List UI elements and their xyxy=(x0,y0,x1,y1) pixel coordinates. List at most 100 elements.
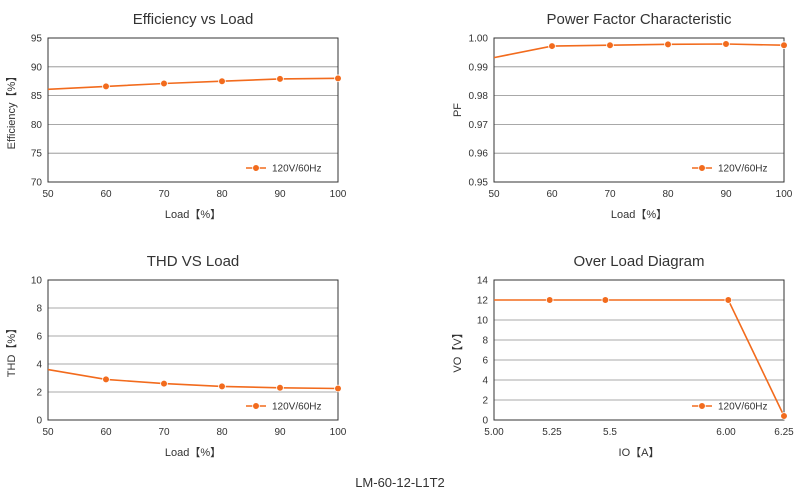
chart-4-ylabel: VO【V】 xyxy=(451,327,464,372)
chart-2-series-line xyxy=(493,43,785,59)
chart-1-ytick-label: 95 xyxy=(31,34,43,45)
chart-2-xtick-label: 90 xyxy=(720,189,732,200)
chart-4-ytick-label: 12 xyxy=(477,296,489,307)
chart-2-data-point xyxy=(664,40,672,49)
chart-4-legend-label: 120V/60Hz xyxy=(718,402,767,413)
chart-3-xtick-label: 60 xyxy=(100,427,112,438)
chart-3-ytick-label: 2 xyxy=(36,388,42,399)
chart-3-ytick-label: 4 xyxy=(36,360,42,371)
chart-4-ytick-label: 14 xyxy=(477,276,489,287)
chart-2-ytick-label: 0.95 xyxy=(469,178,489,189)
chart-1-ytick-label: 80 xyxy=(31,120,43,131)
chart-4-xtick-label: 6.25 xyxy=(774,427,794,438)
chart-4-data-point xyxy=(724,296,733,304)
chart-1-legend-marker xyxy=(252,164,260,172)
chart-4-xtick-label: 5.25 xyxy=(542,427,562,438)
chart-4-xtick-label: 5.00 xyxy=(484,427,504,438)
chart-1-xlabel: Load【%】 xyxy=(165,208,221,221)
chart-3-plot-frame xyxy=(47,279,339,421)
chart-3: 0 2 4 6 8 10 50 60 70 80 90 100 THD VS Load Load【%】 TH… xyxy=(5,253,347,459)
chart-3-series-line xyxy=(47,368,339,390)
chart-4-ytick-label: 6 xyxy=(482,356,488,367)
chart-2-ylabel: PF xyxy=(452,103,464,117)
chart-2-ytick-label: 0.96 xyxy=(469,149,489,160)
chart-1-ytick-label: 70 xyxy=(31,178,43,189)
chart-4-series-line xyxy=(494,299,785,417)
chart-1-xtick-label: 70 xyxy=(158,189,170,200)
chart-1-data-point xyxy=(160,79,168,88)
chart-1-xtick-label: 50 xyxy=(42,189,54,200)
chart-4-data-point xyxy=(545,296,554,304)
chart-2-xtick-label: 50 xyxy=(488,189,500,200)
chart-2-data-point xyxy=(780,41,788,49)
chart-2-plot-frame xyxy=(493,37,785,183)
chart-1-ytick-label: 85 xyxy=(31,91,43,102)
chart-2-data-point xyxy=(548,42,556,50)
chart-4-title: Over Load Diagram xyxy=(574,253,705,270)
chart-4-xtick-label: 6.00 xyxy=(716,427,736,438)
chart-3-xtick-label: 50 xyxy=(42,427,54,438)
chart-1-ylabel: Efficiency【%】 xyxy=(5,71,18,150)
chart-2-xlabel: Load【%】 xyxy=(611,208,667,221)
chart-2-ytick-label: 0.98 xyxy=(469,91,489,102)
chart-4-data-point xyxy=(780,412,788,420)
chart-1-xtick-label: 90 xyxy=(274,189,286,200)
chart-2-ytick-label: 0.97 xyxy=(469,120,489,131)
chart-1-xtick-label: 60 xyxy=(100,189,112,200)
chart-4-data-point xyxy=(601,296,610,304)
chart-2-ytick-label: 1.00 xyxy=(469,34,489,45)
chart-2-legend-label: 120V/60Hz xyxy=(718,164,767,175)
chart-3-title: THD VS Load xyxy=(147,253,240,270)
chart-3-data-point xyxy=(102,375,110,384)
chart-4-ytick-label: 10 xyxy=(477,316,489,327)
chart-3-ytick-label: 8 xyxy=(36,304,42,315)
chart-1-legend-label: 120V/60Hz xyxy=(272,164,321,175)
chart-4-ytick-label: 0 xyxy=(482,416,488,427)
chart-1-data-point xyxy=(276,75,284,83)
chart-2-xtick-label: 100 xyxy=(776,189,793,200)
chart-3-xtick-label: 90 xyxy=(274,427,286,438)
chart-3-ytick-label: 10 xyxy=(31,276,43,287)
chart-2-legend-marker xyxy=(698,164,706,172)
chart-2-xtick-label: 70 xyxy=(604,189,616,200)
chart-2-data-point xyxy=(722,40,730,48)
chart-1: 70 75 80 85 90 95 50 60 70 80 90 100 Efficiency vs L… xyxy=(5,11,347,221)
chart-2-data-point xyxy=(606,41,614,49)
chart-3-xtick-label: 70 xyxy=(158,427,170,438)
chart-4-xtick-label: 5.5 xyxy=(603,427,617,438)
chart-3-xtick-label: 100 xyxy=(330,427,347,438)
chart-3-xlabel: Load【%】 xyxy=(165,446,221,459)
chart-3-legend-label: 120V/60Hz xyxy=(272,402,321,413)
chart-1-ytick-label: 90 xyxy=(31,62,43,73)
chart-4: 0 2 4 6 8 10 12 14 5.00 5.25 5.5 6.00 6.25 Over Load … xyxy=(451,253,794,459)
chart-2-xtick-label: 60 xyxy=(546,189,558,200)
chart-4-xlabel: IO【A】 xyxy=(619,446,660,459)
chart-3-legend-marker xyxy=(252,402,260,410)
chart-3-data-point xyxy=(160,379,168,388)
chart-3-ylabel: THD【%】 xyxy=(5,323,18,377)
chart-3-ytick-label: 6 xyxy=(36,332,42,343)
chart-3-data-point xyxy=(334,384,342,393)
chart-1-plot-frame xyxy=(47,37,339,183)
chart-1-data-point xyxy=(218,77,226,85)
chart-3-xtick-label: 80 xyxy=(216,427,228,438)
chart-3-data-point xyxy=(276,383,284,392)
chart-1-title: Efficiency vs Load xyxy=(133,11,254,28)
chart-4-plot-frame xyxy=(493,279,785,421)
chart-4-ytick-label: 8 xyxy=(482,336,488,347)
chart-4-legend-marker xyxy=(698,402,706,410)
chart-2-xtick-label: 80 xyxy=(662,189,674,200)
chart-1-xtick-label: 100 xyxy=(330,189,347,200)
chart-2: 0.95 0.96 0.97 0.98 0.99 1.00 50 60 70 80 90 100 Pow… xyxy=(452,11,793,221)
chart-1-series-line xyxy=(47,77,339,91)
chart-2-ytick-label: 0.99 xyxy=(469,62,489,73)
chart-1-data-point xyxy=(334,74,342,83)
chart-1-ytick-label: 75 xyxy=(31,149,43,160)
chart-1-data-point xyxy=(102,82,110,91)
chart-4-ytick-label: 2 xyxy=(482,396,488,407)
chart-1-xtick-label: 80 xyxy=(216,189,228,200)
figure-caption: LM-60-12-L1T2 xyxy=(355,475,445,490)
chart-3-ytick-label: 0 xyxy=(36,416,42,427)
chart-3-data-point xyxy=(218,382,226,391)
